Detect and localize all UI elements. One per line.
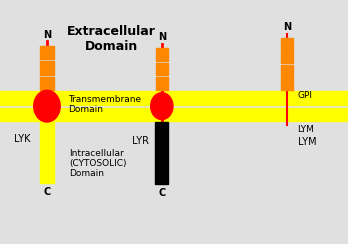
Text: LYK: LYK [14,134,30,144]
Text: Transmembrane
Domain: Transmembrane Domain [68,95,141,114]
Text: N: N [283,22,291,32]
Bar [40,46,54,59]
Text: C: C [158,188,165,198]
Text: Intracellular
(CYTOSOLIC)
Domain: Intracellular (CYTOSOLIC) Domain [70,149,127,178]
Bar [40,61,54,75]
Text: LYM: LYM [298,125,314,134]
Bar [156,48,168,61]
Bar [156,63,168,75]
Bar [0,108,348,121]
Text: LYR: LYR [132,136,149,145]
Bar [281,51,293,63]
Text: N: N [158,32,166,42]
Bar [281,65,293,77]
Bar [281,78,293,90]
Text: LYM: LYM [298,137,316,147]
Text: N: N [43,30,51,40]
Text: C: C [44,187,50,197]
Bar [281,38,293,50]
Bar [40,122,54,183]
Bar [0,91,348,105]
Bar [156,77,168,90]
Text: Extracellular
Domain: Extracellular Domain [67,25,156,53]
Text: GPI: GPI [298,91,313,100]
Ellipse shape [151,93,173,120]
Bar [40,77,54,90]
Ellipse shape [34,90,60,122]
Bar [155,122,168,184]
